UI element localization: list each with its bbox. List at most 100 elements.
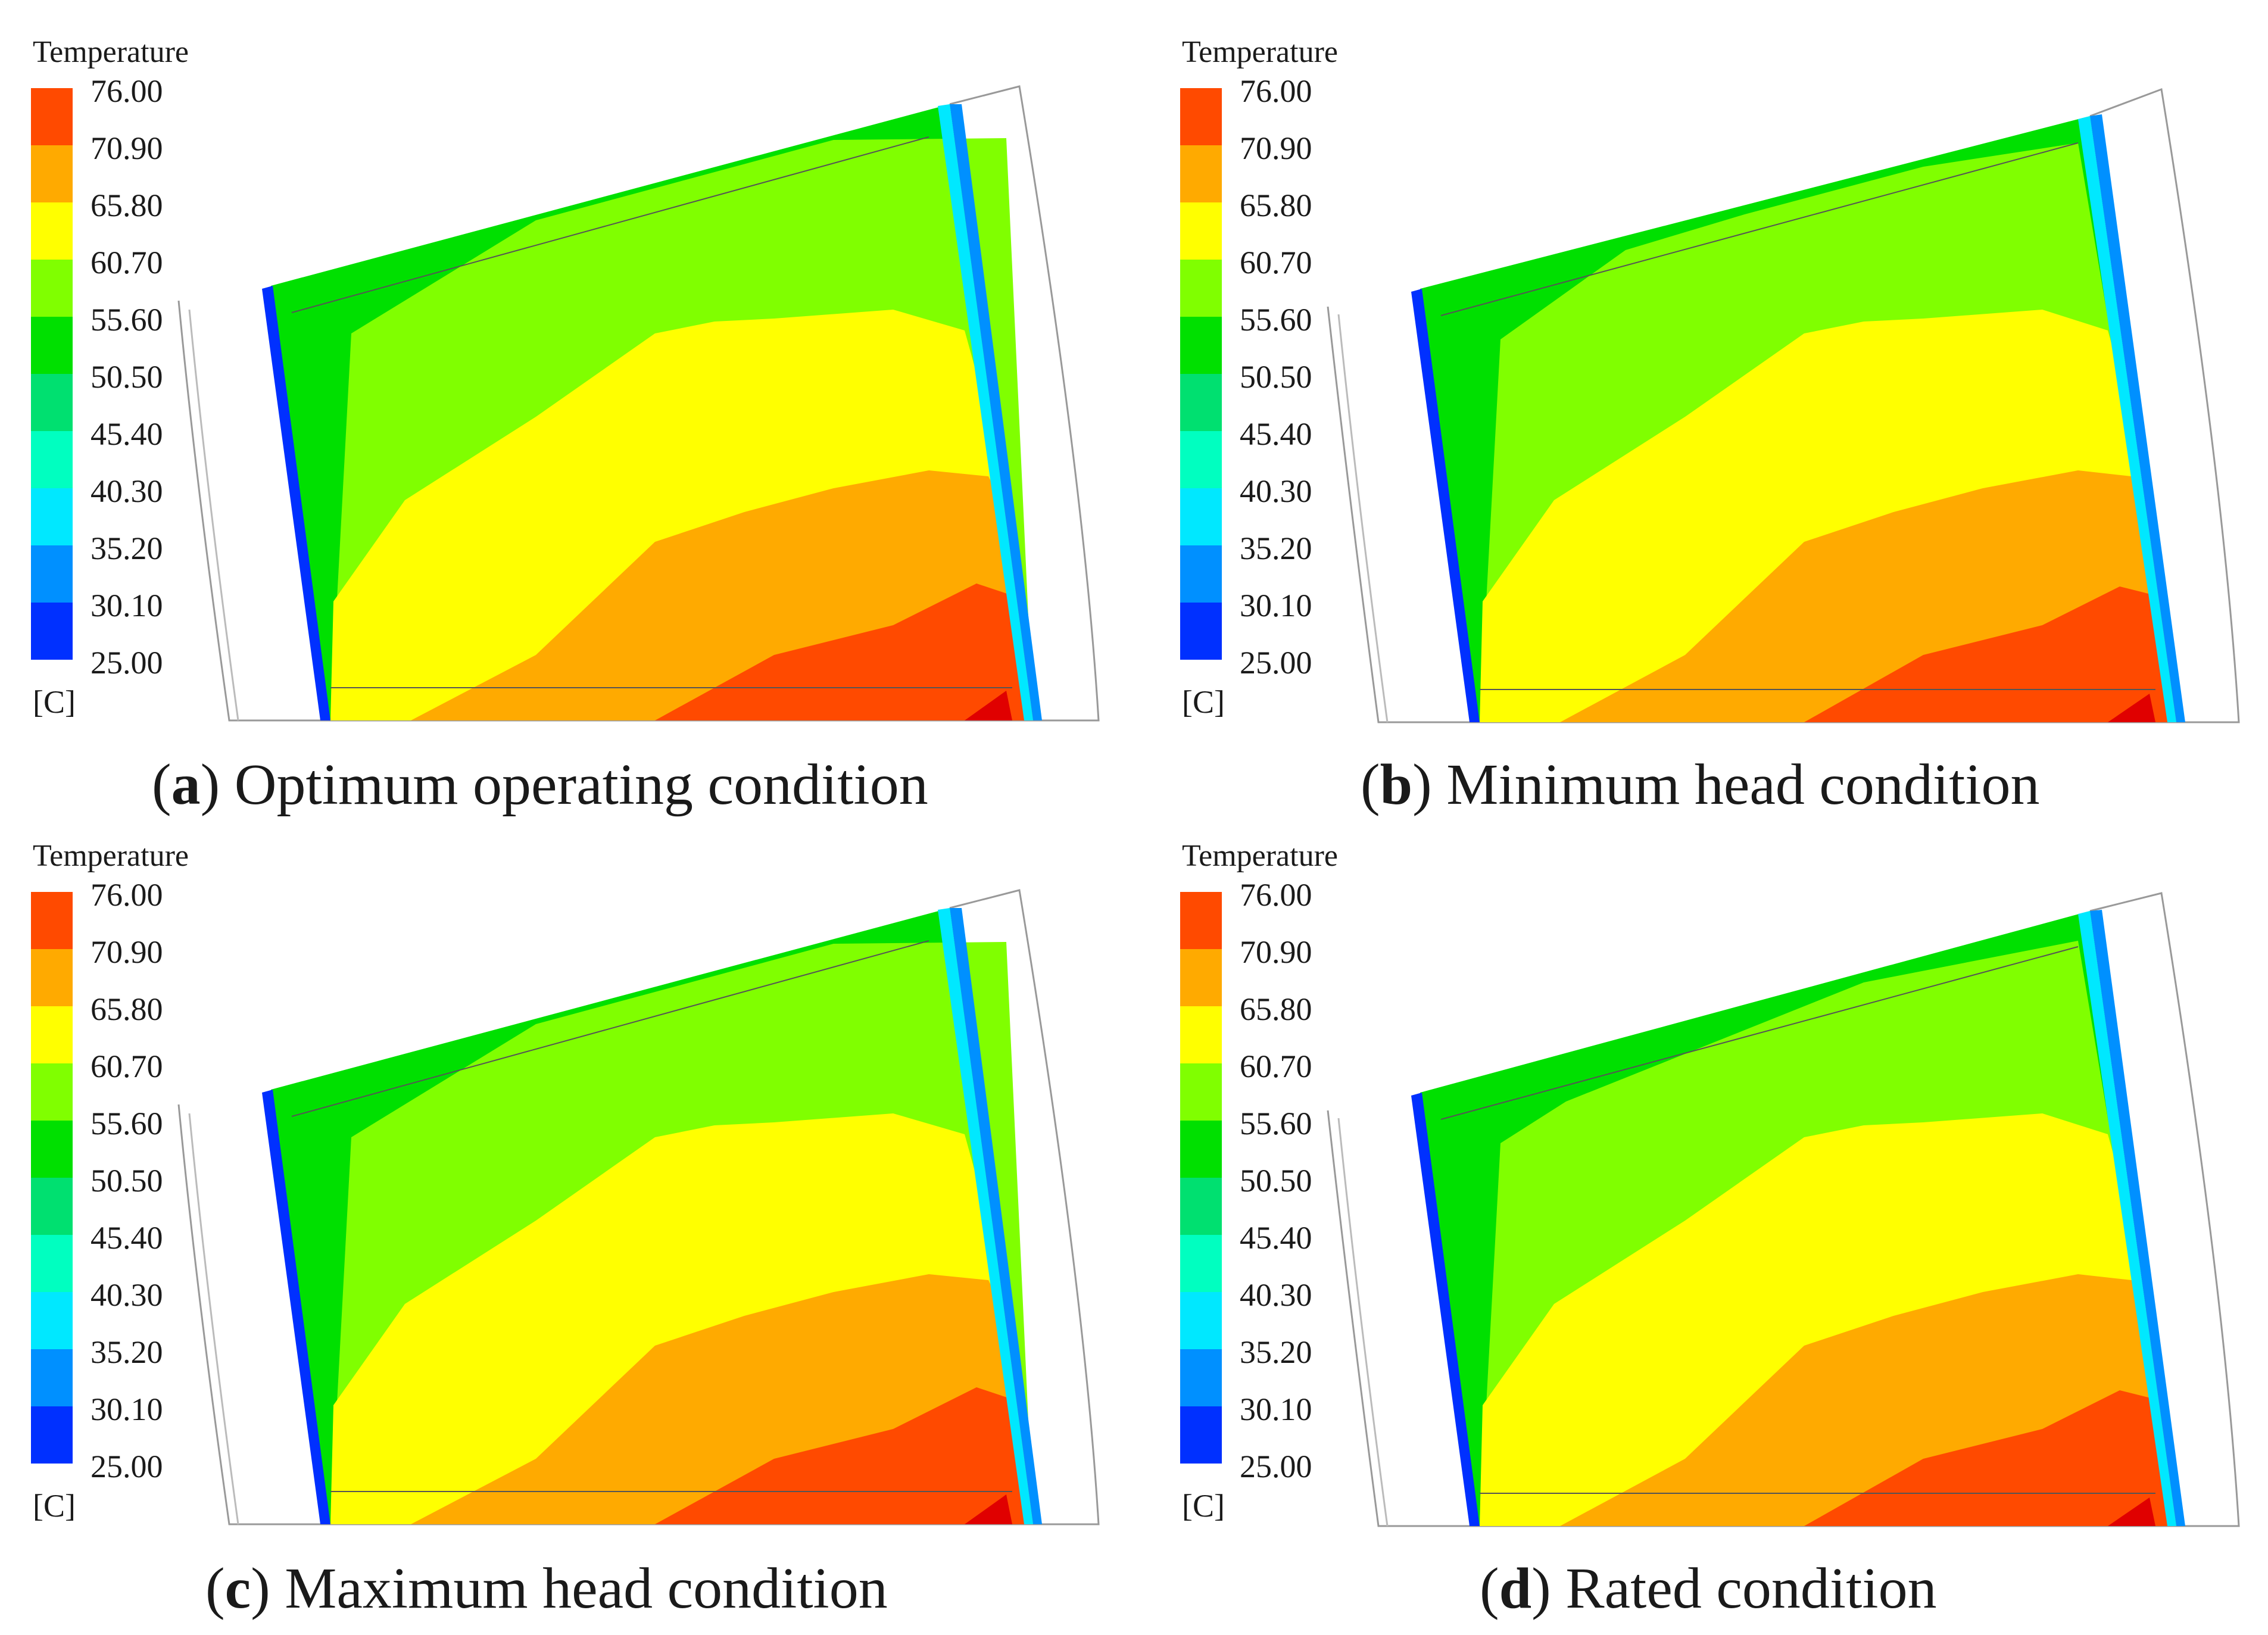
contour-field (262, 104, 1042, 720)
legend-color-band (1180, 1178, 1222, 1235)
legend-tick: 60.70 (91, 1049, 163, 1084)
legend-color-band (1180, 374, 1222, 431)
panel-caption: (b) Minimum head condition (1361, 753, 2040, 817)
legend-color-band (1180, 317, 1222, 374)
legend-tick: 35.20 (1240, 1334, 1312, 1370)
legend-color-band (31, 892, 73, 949)
legend-color-band (31, 431, 73, 488)
color-legend-bar (1180, 892, 1222, 1464)
legend-tick: 45.40 (1240, 416, 1312, 452)
legend-tick: 70.90 (91, 130, 163, 166)
legend-color-band (1180, 603, 1222, 660)
panel-c: Temperature 76.00 70.90 65.80 60.70 55.6… (0, 804, 1134, 1621)
temperature-contour-plot (1180, 88, 2240, 723)
panel-letter: b (1380, 753, 1413, 817)
legend-tick: 35.20 (1240, 531, 1312, 566)
legend-tick: 45.40 (91, 1220, 163, 1256)
legend-tick: 25.00 (91, 1449, 163, 1484)
legend-unit: [C] (33, 1488, 76, 1524)
legend-color-band (1180, 1121, 1222, 1178)
legend-tick: 60.70 (1240, 1049, 1312, 1084)
legend-tick: 76.00 (1240, 73, 1312, 109)
legend-color-band (31, 145, 73, 202)
caption-text: Minimum head condition (1431, 753, 2040, 817)
legend-tick: 40.30 (1240, 473, 1312, 509)
legend-color-band (1180, 88, 1222, 145)
panel-b: Temperature 76.00 70.90 65.80 60.70 55.6… (1149, 0, 2268, 818)
legend-tick: 50.50 (91, 359, 163, 395)
legend-tick: 40.30 (1240, 1277, 1312, 1313)
legend-color-band (31, 374, 73, 431)
contour-field (1411, 114, 2185, 722)
legend-color-band (31, 1349, 73, 1406)
domain-outline (1327, 892, 2240, 1527)
legend-tick: 25.00 (1240, 1449, 1312, 1484)
legend-tick: 25.00 (1240, 645, 1312, 681)
panel-d: Temperature 76.00 70.90 65.80 60.70 55.6… (1149, 804, 2268, 1621)
legend-tick: 30.10 (1240, 588, 1312, 623)
legend-tick: 35.20 (91, 1334, 163, 1370)
legend-tick: 50.50 (1240, 359, 1312, 395)
panel-letter: d (1499, 1556, 1532, 1621)
legend-color-band (1180, 1006, 1222, 1063)
legend-tick: 55.60 (1240, 1106, 1312, 1141)
legend-tick: 65.80 (91, 188, 163, 223)
legend-color-band (31, 1235, 73, 1292)
legend-tick: 65.80 (1240, 991, 1312, 1027)
panel-caption: (d) Rated condition (1480, 1556, 1937, 1621)
legend-unit: [C] (1182, 684, 1225, 720)
legend-tick: 76.00 (1240, 877, 1312, 913)
legend-color-band (1180, 545, 1222, 603)
legend-color-band (1180, 1349, 1222, 1406)
legend-color-band (1180, 431, 1222, 488)
legend-unit: [C] (33, 684, 76, 720)
legend-tick: 40.30 (91, 1277, 163, 1313)
caption-text: Rated condition (1551, 1556, 1937, 1621)
legend-color-band (1180, 892, 1222, 949)
legend-tick: 45.40 (1240, 1220, 1312, 1256)
legend-tick: 40.30 (91, 473, 163, 509)
domain-outline (1327, 88, 2240, 723)
legend-tick: 50.50 (1240, 1163, 1312, 1199)
legend-color-band (31, 949, 73, 1006)
legend-tick: 35.20 (91, 531, 163, 566)
legend-color-band (31, 603, 73, 660)
legend-tick: 65.80 (1240, 188, 1312, 223)
legend-color-band (1180, 1235, 1222, 1292)
contour-field (262, 908, 1042, 1524)
legend-tick: 50.50 (91, 1163, 163, 1199)
temperature-contour-plot (31, 85, 1100, 722)
legend-color-band (31, 88, 73, 145)
legend-tick: 65.80 (91, 991, 163, 1027)
legend-tick: 70.90 (1240, 130, 1312, 166)
legend-unit: [C] (1182, 1488, 1225, 1524)
legend-color-band (31, 1006, 73, 1063)
legend-color-band (31, 1292, 73, 1349)
legend-color-band (31, 1406, 73, 1464)
legend-tick: 55.60 (1240, 302, 1312, 338)
legend-tick: 76.00 (91, 877, 163, 913)
legend-color-band (1180, 1406, 1222, 1464)
legend-title: Temperature (33, 35, 189, 69)
caption-text: Maximum head condition (270, 1556, 888, 1621)
legend-color-band (1180, 202, 1222, 260)
legend-color-band (31, 260, 73, 317)
legend-tick: 30.10 (91, 588, 163, 623)
legend-tick: 60.70 (1240, 245, 1312, 280)
legend-title: Temperature (1182, 35, 1338, 69)
color-legend-bar (31, 88, 73, 660)
domain-outline (177, 889, 1100, 1525)
legend-color-band (31, 1121, 73, 1178)
domain-outline (177, 85, 1100, 722)
legend-color-band (1180, 488, 1222, 545)
legend-tick: 25.00 (91, 645, 163, 681)
legend-tick: 70.90 (91, 934, 163, 970)
legend-title: Temperature (1182, 839, 1338, 873)
color-legend-bar (31, 892, 73, 1464)
legend-color-band (31, 202, 73, 260)
legend-tick: 76.00 (91, 73, 163, 109)
legend-tick: 30.10 (91, 1391, 163, 1427)
legend-color-band (31, 1178, 73, 1235)
legend-color-band (31, 488, 73, 545)
panel-a: Temperature 76.00 70.90 65.80 60.70 55.6… (0, 0, 1134, 818)
